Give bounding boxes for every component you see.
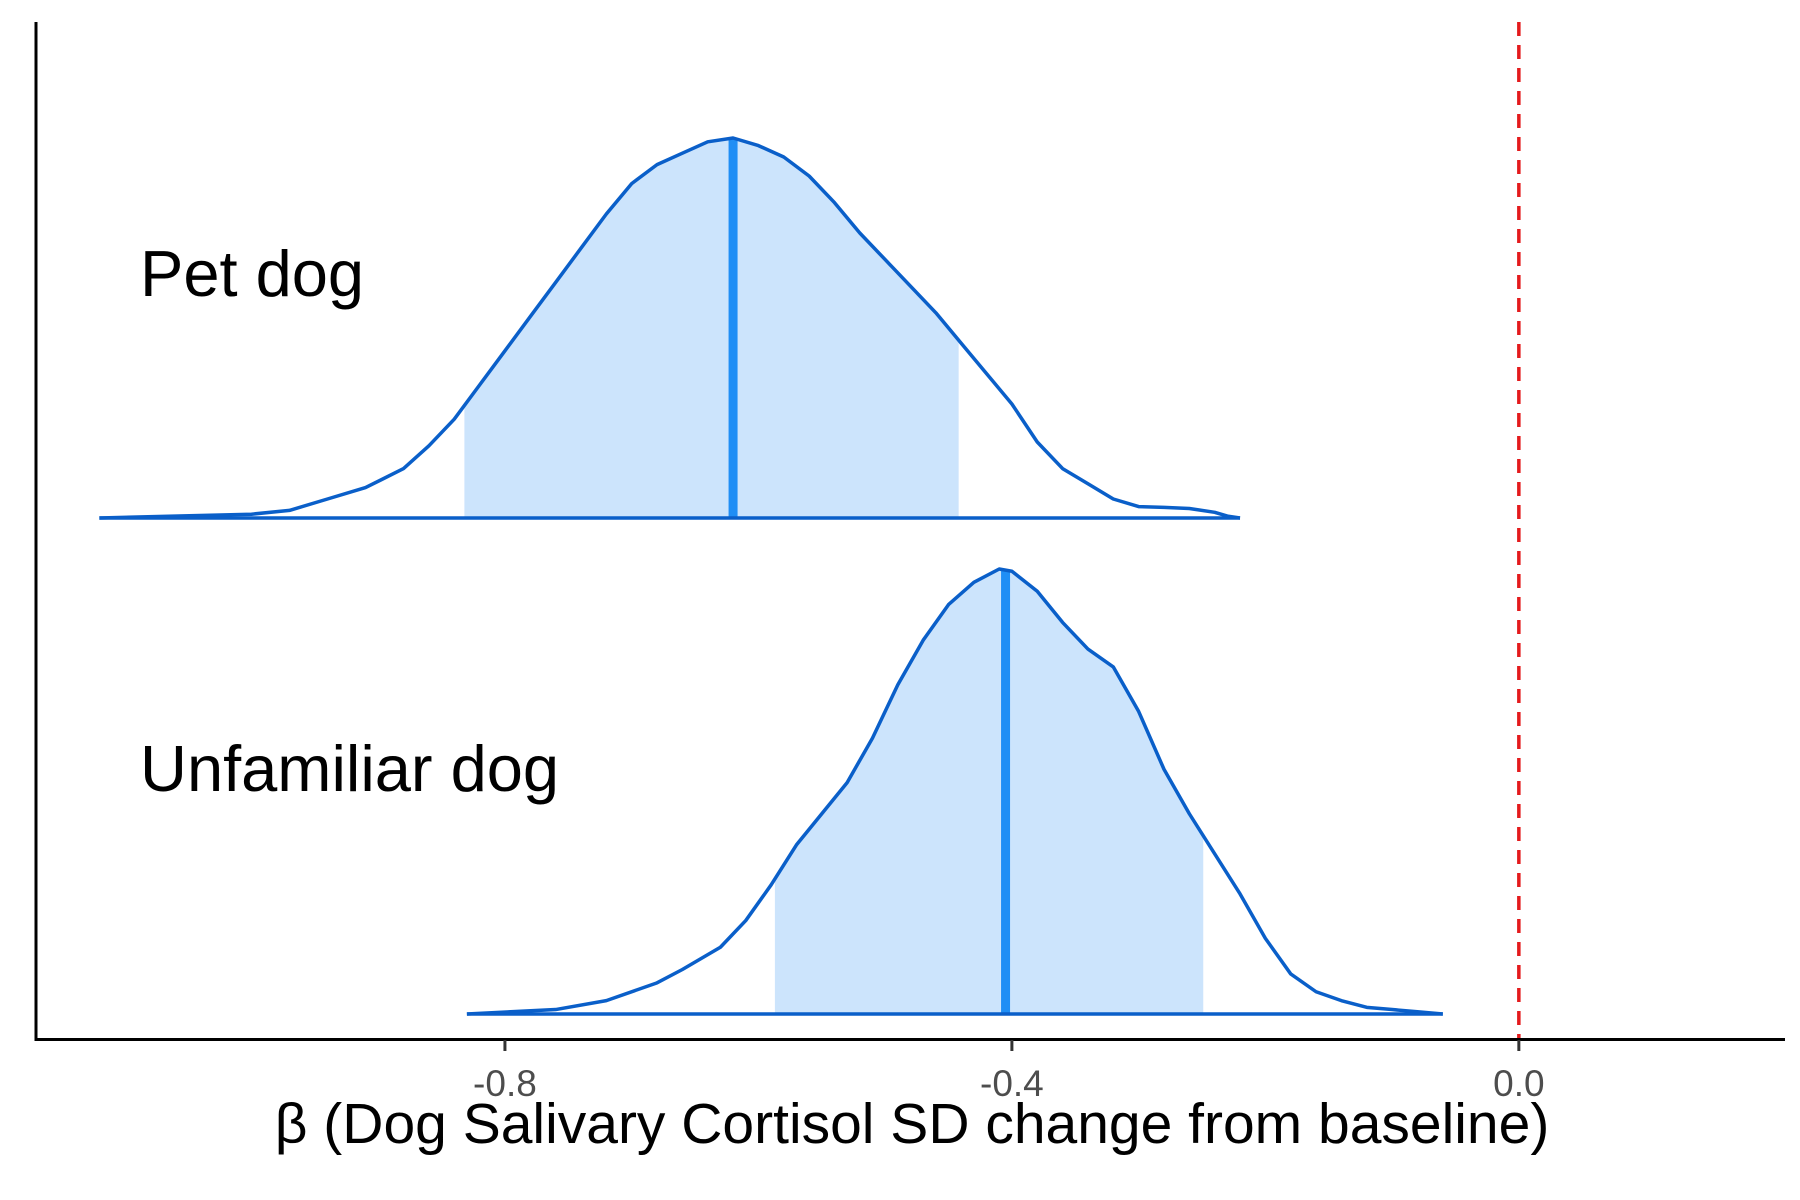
- interval-area-pet-dog: [464, 138, 959, 518]
- ridge-unfamiliar-dog: [466, 567, 1443, 1016]
- row-labels: Pet dog Unfamiliar dog: [140, 237, 559, 805]
- density-curve-unfamiliar-dog: [466, 567, 1443, 1016]
- x-tick-label: -0.4: [980, 1063, 1044, 1104]
- row-label-unfamiliar-dog: Unfamiliar dog: [140, 732, 559, 805]
- ridge-layer: [99, 136, 1443, 1016]
- ridge-pet-dog: [99, 136, 1241, 520]
- row-label-pet-dog: Pet dog: [140, 237, 364, 310]
- density-curve-pet-dog: [99, 136, 1241, 520]
- interval-area-unfamiliar-dog: [774, 569, 1204, 1014]
- x-axis-ticks: -0.8 -0.4 0.0: [473, 1040, 1545, 1104]
- x-tick-label: -0.8: [473, 1063, 537, 1104]
- x-axis-title: β (Dog Salivary Cortisol SD change from …: [275, 1092, 1550, 1156]
- x-tick-label: 0.0: [1493, 1063, 1544, 1104]
